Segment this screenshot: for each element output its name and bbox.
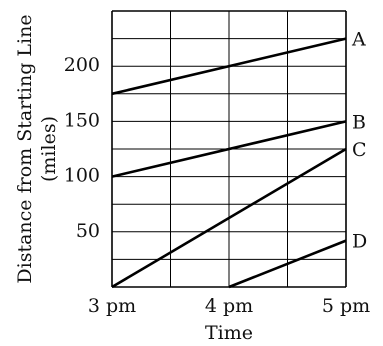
series-lines	[111, 37, 347, 289]
series-label-a: A	[351, 29, 366, 51]
y-tick-label-50: 50	[76, 220, 100, 242]
series-label-c: C	[352, 139, 367, 161]
series-label-b: B	[352, 111, 366, 133]
y-axis-title-line-2: (miles)	[38, 116, 60, 182]
series-line-b	[111, 120, 347, 178]
y-tick-label-150: 150	[64, 109, 100, 131]
x-axis-title: Time	[205, 322, 253, 344]
series-line-a	[111, 37, 347, 96]
x-tick-label-4-pm: 4 pm	[205, 295, 253, 317]
chart-labels: A BC D 50 100 150 200 3 pm 4 pm 5 pm Time Distance …	[14, 14, 370, 344]
y-tick-label-100: 100	[64, 165, 100, 187]
series-line-c	[111, 147, 347, 289]
y-tick-label-200: 200	[64, 54, 100, 76]
x-tick-label-3-pm: 3 pm	[88, 295, 136, 317]
y-axis-title-line-1: Distance from Starting Line	[14, 14, 36, 283]
x-tick-label-5-pm: 5 pm	[322, 295, 370, 317]
series-line-d	[228, 239, 347, 289]
series-label-d: D	[352, 231, 367, 253]
